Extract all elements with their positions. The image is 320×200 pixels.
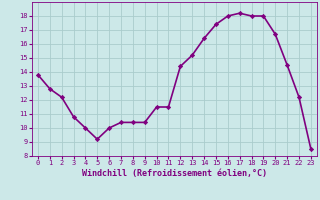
X-axis label: Windchill (Refroidissement éolien,°C): Windchill (Refroidissement éolien,°C)	[82, 169, 267, 178]
